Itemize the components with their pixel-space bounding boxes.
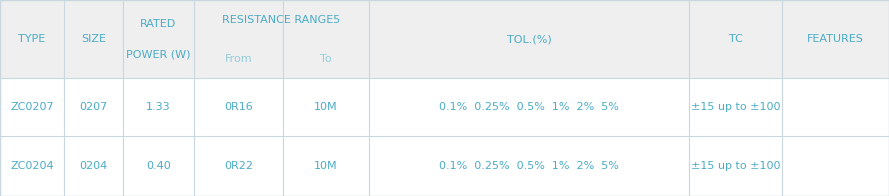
Text: ZC0207: ZC0207 bbox=[10, 102, 54, 112]
Text: RESISTANCE RANGE5: RESISTANCE RANGE5 bbox=[222, 15, 340, 25]
Text: SIZE: SIZE bbox=[81, 34, 106, 44]
Text: 0204: 0204 bbox=[79, 161, 108, 171]
Text: 10M: 10M bbox=[314, 102, 338, 112]
Text: ±15 up to ±100: ±15 up to ±100 bbox=[691, 161, 781, 171]
Text: 0R22: 0R22 bbox=[224, 161, 252, 171]
Text: 0.40: 0.40 bbox=[146, 161, 171, 171]
Text: TOL.(%): TOL.(%) bbox=[507, 34, 551, 44]
Text: ±15 up to ±100: ±15 up to ±100 bbox=[691, 102, 781, 112]
Text: 0.1%  0.25%  0.5%  1%  2%  5%: 0.1% 0.25% 0.5% 1% 2% 5% bbox=[439, 102, 619, 112]
Bar bbox=[0, 0, 889, 78]
Text: 0207: 0207 bbox=[79, 102, 108, 112]
Text: TC: TC bbox=[729, 34, 742, 44]
Text: FEATURES: FEATURES bbox=[807, 34, 864, 44]
Text: 0R16: 0R16 bbox=[224, 102, 252, 112]
Text: From: From bbox=[224, 54, 252, 64]
Text: TYPE: TYPE bbox=[19, 34, 45, 44]
Text: 0.1%  0.25%  0.5%  1%  2%  5%: 0.1% 0.25% 0.5% 1% 2% 5% bbox=[439, 161, 619, 171]
Text: ZC0204: ZC0204 bbox=[10, 161, 54, 171]
Text: POWER (W): POWER (W) bbox=[126, 50, 190, 60]
Text: 1.33: 1.33 bbox=[146, 102, 171, 112]
Text: 10M: 10M bbox=[314, 161, 338, 171]
Text: RATED: RATED bbox=[140, 18, 176, 29]
Text: To: To bbox=[320, 54, 332, 64]
